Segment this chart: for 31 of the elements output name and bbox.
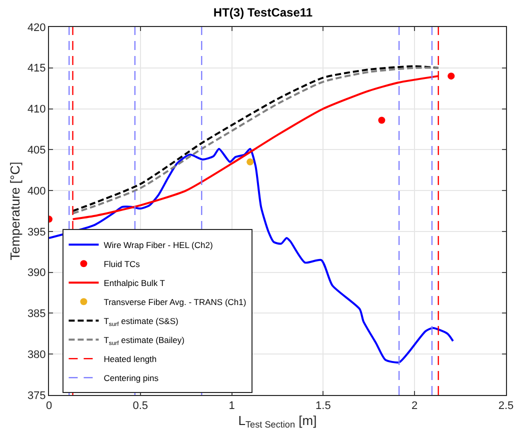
point (448, 72, 455, 80)
x-tick-label: 1.5 (316, 400, 331, 412)
line-series (49, 148, 454, 364)
chart-title: HT(3) TestCase11 (213, 5, 313, 20)
legend-label: T$_{surf}$ estimate (Bailey) (104, 334, 185, 347)
legend-label: T$_{surf}$ estimate (S&S) (104, 316, 179, 328)
y-tick-label: 420 (27, 22, 46, 34)
y-tick-label: 380 (27, 348, 46, 361)
legend-label: Enthalpic Bulk T (104, 278, 165, 288)
y-axis-title: Temperature [°C] (7, 162, 22, 260)
ref-line-label: Heated length (104, 354, 157, 364)
y-tick-label: 415 (27, 62, 46, 75)
y-tick-label: 405 (27, 144, 46, 157)
point (246, 158, 254, 166)
ref-line-label: Centering pins (104, 372, 159, 383)
x-tick-label: 1 (228, 400, 235, 412)
legend-label: Fluid TCs (104, 258, 140, 269)
y-tick-label: 410 (27, 104, 46, 116)
y-tick-label: 400 (27, 185, 46, 198)
legend-label: Transverse Fiber Avg. - TRANS (Ch1) (104, 296, 246, 307)
y-tick-label: 375 (27, 390, 46, 402)
x-tick-label: 0.5 (132, 400, 148, 412)
point (378, 116, 386, 124)
legend-label: Wire Wrap Fiber - HEL (Ch2) (104, 240, 213, 250)
x-tick-label: 0 (46, 400, 52, 412)
y-tick-label: 395 (27, 226, 46, 238)
x-tick-label: 2 (412, 400, 418, 412)
y-tick-label: 385 (27, 308, 46, 320)
x-tick-label: 2.5 (498, 400, 514, 412)
y-tick-label: 390 (27, 267, 46, 280)
x-axis-title: L$_{Test Section}$ [m] (238, 412, 317, 430)
